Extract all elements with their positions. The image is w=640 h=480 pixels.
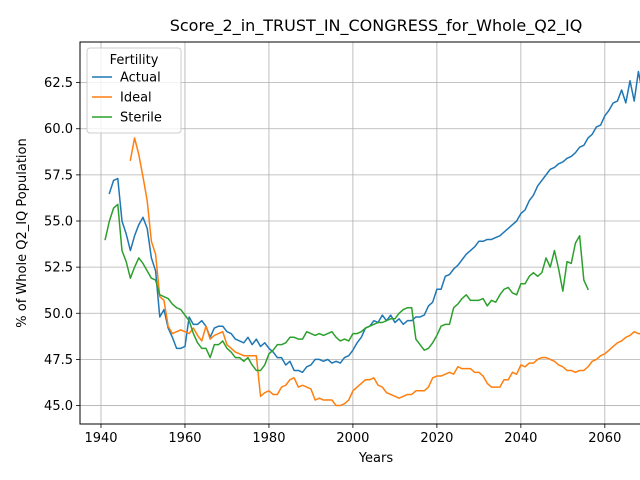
x-tick-label: 2060 [588, 431, 621, 446]
y-axis: 45.0 47.5 50.0 52.5 55.0 57.5 60.0 62.5 [44, 76, 80, 414]
chart-title: Score_2_in_TRUST_IN_CONGRESS_for_Whole_Q… [170, 16, 583, 36]
y-tick-label: 50.0 [44, 307, 73, 322]
plot-frame [79, 41, 640, 425]
y-tick-label: 47.5 [44, 353, 73, 368]
y-axis-label: % of Whole Q2_IQ Population [15, 138, 30, 327]
legend-label-ideal: Ideal [120, 91, 152, 106]
series-layer [104, 70, 640, 407]
legend-title: Fertility [110, 53, 159, 68]
y-tick-label: 52.5 [44, 261, 73, 276]
y-tick-label: 60.0 [44, 122, 73, 137]
x-tick-label: 2000 [336, 431, 369, 446]
x-tick-label: 1980 [252, 431, 285, 446]
y-tick-label: 45.0 [44, 399, 73, 414]
grid-lines [80, 42, 640, 424]
x-tick-label: 1940 [84, 431, 117, 446]
x-tick-label: 2040 [504, 431, 537, 446]
legend-label-sterile: Sterile [120, 111, 162, 126]
x-axis-label: Years [358, 451, 394, 466]
y-tick-label: 57.5 [44, 168, 73, 183]
series-line-sterile [104, 203, 590, 372]
series-line-ideal [129, 137, 640, 407]
legend: Fertility Actual Ideal Sterile [86, 47, 182, 134]
y-tick-label: 62.5 [44, 76, 73, 91]
y-tick-label: 55.0 [44, 215, 73, 230]
x-tick-label: 2020 [420, 431, 453, 446]
legend-box [86, 47, 182, 134]
x-axis: 1940 1960 1980 2000 2020 2040 2060 [84, 424, 621, 446]
x-tick-label: 1960 [168, 431, 201, 446]
legend-label-actual: Actual [120, 71, 161, 86]
